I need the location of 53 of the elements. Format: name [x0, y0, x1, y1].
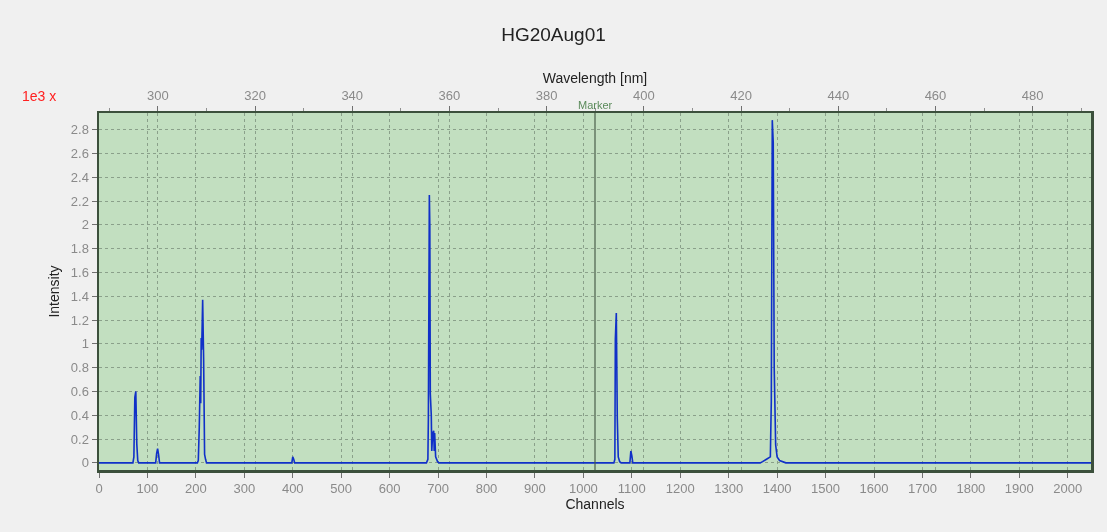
x2-tick-label: 440	[827, 88, 850, 104]
y-axis-title: Intensity	[46, 265, 63, 318]
x2-tick-label: 480	[1021, 88, 1044, 104]
y-tick-label: 2.4	[70, 169, 89, 185]
x2-tick-label: 420	[730, 88, 752, 104]
x-tick-label: 1700	[907, 481, 937, 497]
x2-tick-label: 400	[633, 88, 655, 104]
x-tick-label: 200	[185, 481, 207, 497]
x2-tick-label: 460	[924, 88, 947, 104]
x-tick-label: 100	[136, 481, 159, 497]
x-tick-label: 700	[427, 481, 449, 497]
y-tick-label: 1.4	[70, 288, 89, 304]
text: 1e3 x	[22, 88, 57, 104]
x2-tick-label: 340	[341, 88, 364, 104]
y-tick-label: 0.2	[70, 431, 89, 447]
x-tick-label: 0	[95, 481, 103, 497]
x-tick-label: 1500	[811, 481, 841, 497]
x-axis-title: Channels	[565, 496, 625, 513]
ref-line-label: Marker	[578, 99, 613, 111]
x-tick-label: 1400	[762, 481, 792, 497]
x-tick-label: 1100	[617, 481, 646, 497]
x2-tick-label: 380	[535, 88, 558, 104]
y-tick-label: 2	[81, 217, 89, 233]
y-tick-label: 0.6	[70, 384, 89, 400]
x-tick-label: 300	[233, 481, 256, 497]
x-tick-label: 1600	[859, 481, 889, 497]
x-tick-label: 400	[281, 481, 304, 497]
x-tick-label: 900	[524, 481, 546, 497]
y-tick-label: 0	[81, 455, 89, 471]
y-tick-label: 1	[81, 336, 89, 352]
y-tick-label: 2.8	[70, 122, 89, 138]
x2-tick-label: 300	[146, 88, 169, 104]
chart-title: HG20Aug01	[501, 24, 606, 46]
x-tick-label: 500	[330, 481, 353, 497]
y-tick-label: 1.8	[70, 241, 89, 257]
x2-tick-label: 360	[438, 88, 461, 104]
y-tick-label: 1.6	[70, 265, 89, 281]
x-tick-label: 1800	[956, 481, 986, 497]
x2-axis-title: Wavelength [nm]	[542, 69, 648, 86]
y-tick-label: 2.6	[70, 146, 89, 162]
x-tick-label: 1200	[665, 481, 695, 497]
y-tick-label: 0.4	[70, 407, 89, 423]
x-tick-label: 1900	[1004, 481, 1034, 497]
x-tick-label: 800	[475, 481, 498, 497]
x2-tick-label: 320	[244, 88, 266, 104]
y-tick-label: 0.8	[70, 360, 89, 376]
x-tick-label: 1000	[568, 481, 598, 497]
line-series	[99, 119, 1091, 464]
y-tick-label: 2.2	[70, 193, 89, 209]
x-tick-label: 600	[378, 481, 401, 497]
x-tick-label: 1300	[714, 481, 744, 497]
y-tick-label: 1.2	[70, 312, 89, 328]
x-tick-label: 2000	[1053, 481, 1083, 497]
